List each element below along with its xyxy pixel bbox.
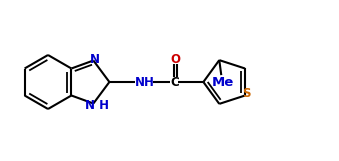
Text: O: O — [171, 52, 180, 66]
Text: NH: NH — [135, 76, 154, 89]
Text: S: S — [242, 87, 250, 100]
Text: N: N — [89, 53, 99, 66]
Text: N H: N H — [85, 99, 109, 112]
Text: C: C — [170, 76, 179, 89]
Text: Me: Me — [212, 76, 234, 89]
